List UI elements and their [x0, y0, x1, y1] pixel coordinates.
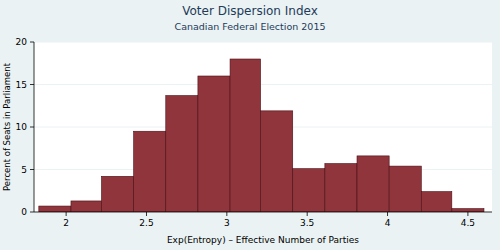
bar — [198, 76, 230, 212]
bars — [39, 59, 484, 212]
x-axis — [34, 212, 492, 213]
background — [0, 0, 500, 250]
bar — [389, 166, 421, 212]
grid-line — [34, 84, 492, 85]
x-tick — [387, 212, 388, 216]
y-tick-label: 5 — [21, 165, 27, 175]
bar — [166, 96, 198, 212]
y-axis — [34, 42, 35, 212]
y-tick — [30, 127, 34, 128]
y-tick — [30, 212, 34, 213]
bar — [357, 156, 389, 212]
grid-line — [34, 212, 492, 213]
chart: Voter Dispersion Index Canadian Federal E… — [0, 0, 500, 250]
y-tick-label: 10 — [16, 122, 28, 132]
x-tick-label: 4 — [385, 218, 391, 228]
grid-line — [34, 42, 492, 43]
y-tick — [30, 42, 34, 43]
bar — [261, 111, 293, 212]
title: Voter Dispersion Index — [182, 4, 318, 18]
y-tick-label: 20 — [16, 37, 28, 47]
x-tick — [66, 212, 67, 216]
bar — [325, 164, 357, 212]
bar — [101, 176, 133, 212]
bar — [71, 201, 102, 212]
y-tick-label: 0 — [21, 207, 27, 217]
x-tick-label: 4.5 — [461, 218, 475, 228]
y-tick-label: 15 — [16, 80, 27, 90]
x-tick — [307, 212, 308, 216]
y-tick — [30, 84, 34, 85]
plot-area — [34, 42, 492, 212]
x-axis-label: Exp(Entropy) – Effective Number of Parti… — [167, 235, 359, 245]
x-tick — [467, 212, 468, 216]
x-tick-label: 3 — [224, 218, 230, 228]
x-tick — [226, 212, 227, 216]
x-tick-label: 2 — [63, 218, 69, 228]
bar — [421, 192, 452, 212]
subtitle: Canadian Federal Election 2015 — [175, 21, 326, 32]
bar — [134, 131, 166, 212]
x-tick — [146, 212, 147, 216]
x-tick-label: 2.5 — [139, 218, 153, 228]
y-tick — [30, 169, 34, 170]
x-tick-label: 3.5 — [300, 218, 314, 228]
bar — [39, 206, 71, 212]
bar — [293, 169, 325, 212]
y-axis-label: Percent of Seats in Parliament — [2, 62, 12, 191]
bar — [452, 209, 484, 212]
bar — [230, 59, 261, 212]
